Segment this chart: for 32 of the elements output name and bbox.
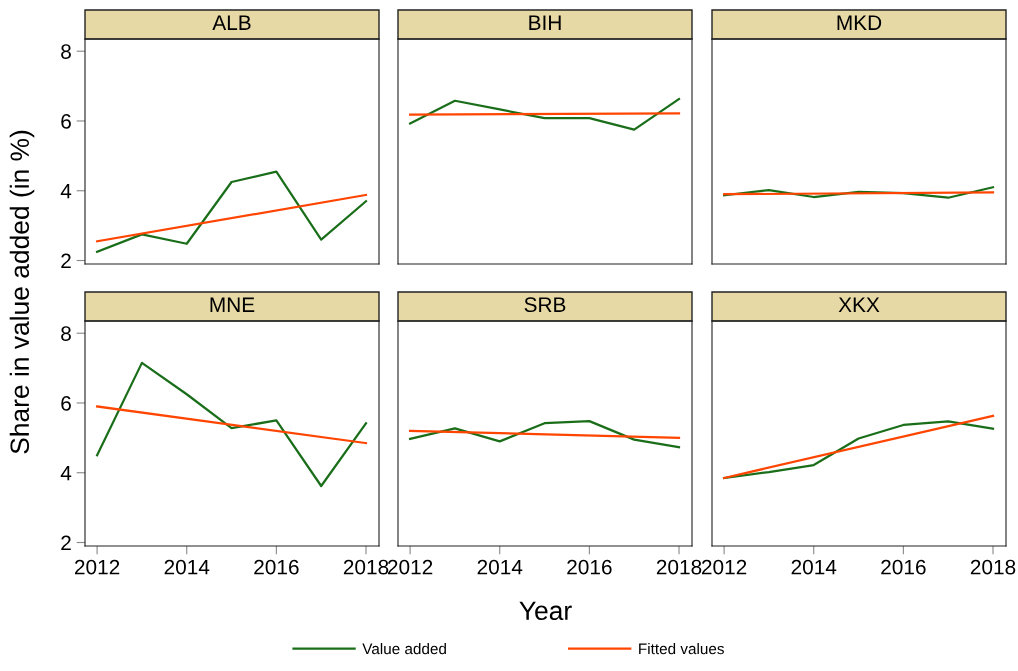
y-tick-label: 2: [61, 253, 71, 269]
legend-label: Value added: [362, 643, 446, 655]
line-series: [95, 170, 368, 253]
x-tick-label: 2012: [701, 559, 747, 575]
y-tick-label: 2: [61, 535, 71, 551]
y-tick-label: 4: [60, 183, 72, 199]
y-tick-label: 6: [61, 113, 71, 129]
line-series: [95, 361, 368, 488]
x-tick-label: 2012: [387, 559, 433, 575]
x-tick-label: 2016: [254, 559, 299, 575]
x-tick-label: 2014: [477, 559, 523, 575]
chart-title: MKD: [837, 15, 882, 30]
x-axis-title: Year: [519, 601, 572, 621]
chart-title: ALB: [212, 15, 251, 30]
y-tick-label: 6: [61, 395, 71, 411]
y-axis-title: Share in value added (in %): [9, 130, 35, 454]
y-tick-label: 4: [60, 465, 72, 481]
x-tick-label: 2018: [343, 559, 389, 575]
x-tick-label: 2016: [881, 559, 926, 575]
chart-title: XKX: [838, 297, 880, 312]
chart-title: BIH: [529, 15, 561, 30]
legend-label: Fitted values: [639, 643, 724, 655]
x-tick-label: 2018: [656, 559, 702, 575]
y-tick-label: 8: [61, 326, 71, 341]
x-tick-label: 2018: [970, 559, 1016, 575]
chart-title: SRB: [524, 297, 566, 313]
x-tick-label: 2014: [164, 559, 210, 575]
x-tick-label: 2016: [567, 559, 612, 575]
y-tick-label: 8: [61, 44, 71, 59]
x-tick-label: 2014: [791, 559, 837, 575]
x-tick-label: 2012: [74, 559, 120, 575]
chart-title: MNE: [210, 297, 255, 312]
